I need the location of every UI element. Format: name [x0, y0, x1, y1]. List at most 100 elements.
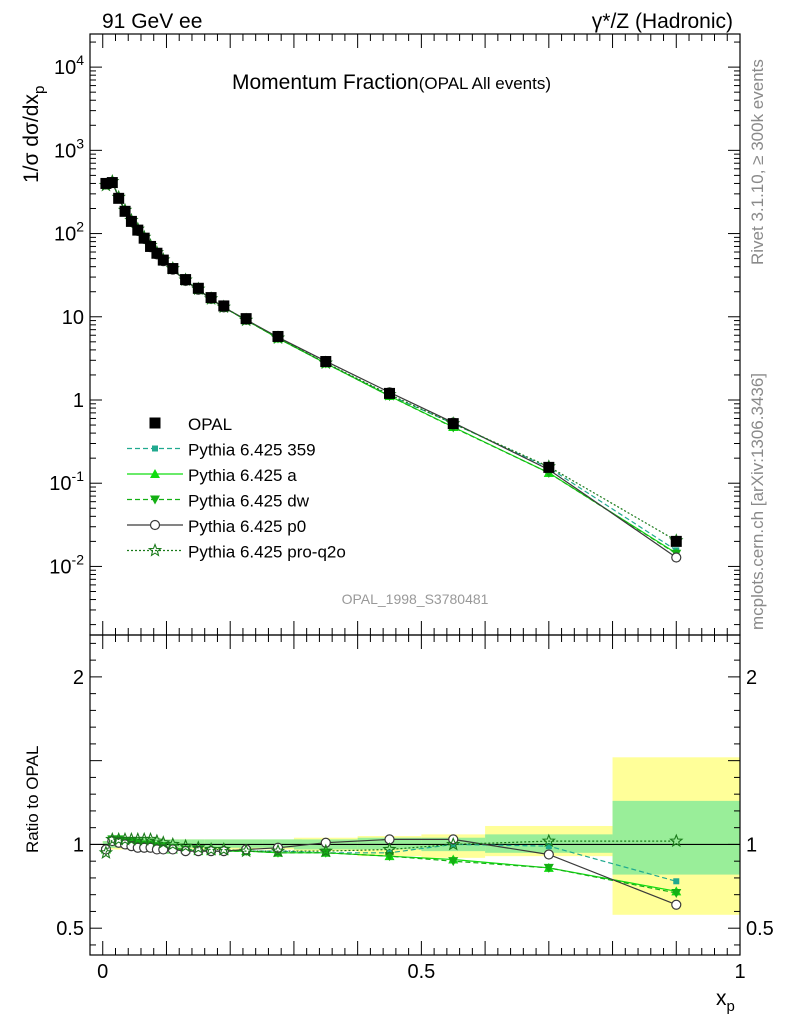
- marker: [320, 356, 332, 368]
- marker: [272, 842, 284, 853]
- data-point: [543, 863, 554, 873]
- main-y-axis-label: 1/σ dσ/dxp: [20, 86, 48, 183]
- ratio-band-inner: [168, 839, 180, 848]
- data-point: [447, 418, 459, 430]
- x-tick-label: 0.5: [407, 961, 435, 983]
- data-point: [384, 387, 396, 399]
- data-point: [151, 247, 163, 259]
- marker: [100, 177, 112, 189]
- marker: [671, 552, 682, 563]
- marker: [543, 863, 554, 873]
- marker: [157, 254, 169, 266]
- legend-label: OPAL: [188, 415, 232, 434]
- y-tick-label: 102: [54, 219, 84, 246]
- data-point: [238, 843, 254, 858]
- data-point: [157, 254, 169, 266]
- ratio-y-tick-label: 0.5: [56, 918, 84, 940]
- ratio-y-tick-label: 2: [73, 667, 84, 689]
- legend-item: Pythia 6.425 p0: [127, 517, 306, 536]
- legend-item-opal: OPAL: [149, 415, 232, 434]
- data-point: [272, 330, 284, 342]
- data-point: [156, 835, 171, 849]
- data-point: [216, 842, 231, 856]
- legend-label: Pythia 6.425 a: [188, 466, 297, 485]
- data-point: [671, 889, 682, 899]
- data-point: [205, 292, 217, 304]
- marker: [149, 519, 161, 531]
- marker: [138, 232, 150, 244]
- data-point: [191, 840, 206, 854]
- data-point: [98, 845, 114, 859]
- data-point: [671, 552, 682, 563]
- header-right: γ*/Z (Hadronic): [592, 10, 733, 33]
- y-tick-label: 103: [54, 135, 84, 162]
- data-point: [382, 842, 397, 856]
- data-point: [132, 224, 144, 236]
- analysis-id: OPAL_1998_S3780481: [342, 591, 489, 607]
- ratio-band-inner: [191, 839, 205, 848]
- marker: [165, 836, 180, 851]
- marker: [541, 833, 556, 848]
- data-point: [165, 836, 180, 851]
- data-point: [125, 215, 137, 227]
- marker: [152, 445, 158, 452]
- data-point: [143, 831, 158, 846]
- marker: [543, 849, 554, 860]
- marker: [106, 177, 118, 189]
- series-pythia-6-425-pro-q2o: [98, 173, 684, 547]
- x-tick-label: 0: [97, 961, 108, 983]
- data-point: [138, 232, 150, 244]
- data-point: [270, 843, 286, 858]
- marker: [320, 837, 331, 848]
- marker: [670, 535, 682, 547]
- rivet-label: Rivet 3.1.10, ≥ 300k events: [748, 59, 767, 265]
- data-point: [192, 282, 204, 294]
- data-point: [669, 833, 684, 848]
- ratio-y-tick-label: 1: [746, 834, 757, 856]
- marker: [318, 843, 333, 858]
- data-point: [320, 837, 331, 848]
- main-y-axis: 10-2 10-1 1 10 102 103 104: [49, 41, 740, 626]
- data-point: [384, 852, 395, 862]
- y-tick-label: 10: [62, 307, 84, 329]
- legend-item: Pythia 6.425 359: [127, 441, 316, 460]
- marker: [240, 313, 252, 325]
- ratio-band-inner: [612, 800, 740, 875]
- marker: [167, 263, 179, 275]
- marker: [151, 247, 163, 259]
- data-point: [149, 519, 161, 531]
- marker: [150, 469, 160, 478]
- data-point: [119, 205, 131, 217]
- marker: [272, 330, 284, 342]
- ratio-series-pythia-6-425-pro-q2o: [98, 831, 684, 859]
- x-axis-label: xp: [716, 987, 735, 1015]
- data-point: [448, 857, 459, 867]
- marker: [669, 833, 684, 848]
- marker: [149, 833, 165, 848]
- data-point: [543, 461, 555, 473]
- data-point: [545, 843, 552, 850]
- marker: [205, 292, 217, 304]
- marker: [149, 417, 161, 429]
- marker: [192, 282, 204, 294]
- ratio-series-line: [105, 838, 677, 854]
- legend-label: Pythia 6.425 dw: [188, 492, 310, 511]
- marker: [384, 852, 395, 862]
- data-point: [150, 469, 160, 478]
- ratio-y-tick-label: 1: [73, 834, 84, 856]
- data-point: [149, 417, 161, 429]
- legend-items: OPAL Pythia 6.425 359 Pythia 6.425 a Pythia…: [127, 415, 346, 562]
- marker: [98, 845, 114, 859]
- data-point: [180, 274, 192, 286]
- y-tick-label: 10-2: [49, 551, 84, 578]
- mcplots-label: mcplots.cern.ch [arXiv:1306.3436]: [748, 373, 767, 630]
- ratio-band-inner: [217, 839, 235, 848]
- data-point: [543, 849, 554, 860]
- data-point: [204, 842, 219, 856]
- data-point: [318, 843, 333, 858]
- data-point: [541, 833, 556, 848]
- marker: [384, 387, 396, 399]
- marker: [671, 899, 682, 910]
- ratio-series-line: [105, 838, 677, 894]
- ratio-band-inner: [179, 839, 192, 848]
